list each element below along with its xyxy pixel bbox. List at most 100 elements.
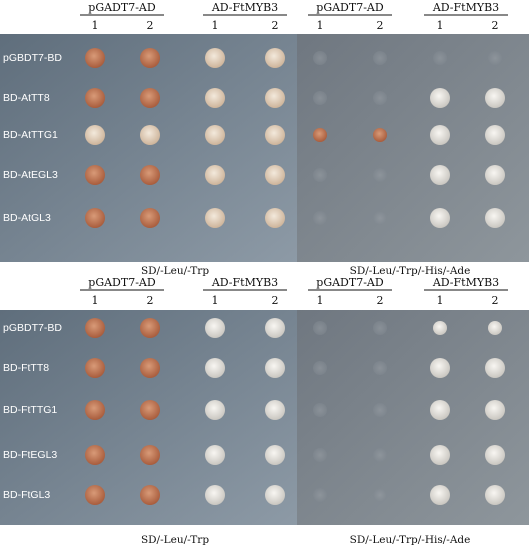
replicate-label: 1 (317, 294, 324, 307)
colony (205, 445, 225, 465)
column-header: AD-FtMYB3 (211, 1, 278, 14)
colony (373, 361, 387, 375)
colony (313, 211, 327, 225)
column-header: AD-FtMYB3 (211, 276, 278, 289)
row-label: BD-AtEGL3 (3, 169, 58, 181)
colony (265, 358, 285, 378)
colony (433, 51, 447, 65)
colony (373, 168, 387, 182)
colony (430, 125, 450, 145)
colony (140, 88, 160, 108)
colony (373, 403, 387, 417)
colony (265, 445, 285, 465)
colony (373, 211, 387, 225)
colony (485, 445, 505, 465)
row-label: BD-AtGL3 (3, 212, 51, 224)
replicate-label: 1 (437, 294, 444, 307)
colony (205, 358, 225, 378)
replicate-label: 1 (212, 19, 219, 32)
colony (85, 445, 105, 465)
colony (140, 445, 160, 465)
colony (140, 485, 160, 505)
colony (85, 318, 105, 338)
colony (265, 88, 285, 108)
replicate-label: 2 (492, 294, 499, 307)
colony (265, 48, 285, 68)
colony (485, 125, 505, 145)
colony (485, 400, 505, 420)
replicate-label: 2 (377, 294, 384, 307)
column-header: pGADT7-AD (88, 276, 156, 289)
colony (205, 485, 225, 505)
colony (140, 358, 160, 378)
colony (313, 488, 327, 502)
replicate-label: 1 (92, 19, 99, 32)
colony (265, 318, 285, 338)
colony (430, 208, 450, 228)
colony (265, 165, 285, 185)
colony (85, 48, 105, 68)
colony (313, 361, 327, 375)
replicate-label: 1 (212, 294, 219, 307)
colony (313, 448, 327, 462)
media-label: SD/-Leu/-Trp (141, 265, 209, 277)
colony (205, 165, 225, 185)
colony (313, 128, 327, 142)
replicate-label: 2 (272, 19, 279, 32)
colony (205, 400, 225, 420)
column-header: AD-FtMYB3 (432, 276, 499, 289)
colony (485, 165, 505, 185)
colony (430, 485, 450, 505)
colony (430, 400, 450, 420)
colony (265, 208, 285, 228)
colony (205, 125, 225, 145)
colony (373, 448, 387, 462)
colony (265, 400, 285, 420)
row-label: BD-FtTTG1 (3, 404, 57, 416)
colony (430, 165, 450, 185)
replicate-label: 1 (92, 294, 99, 307)
replicate-label: 2 (492, 19, 499, 32)
column-header: pGADT7-AD (88, 1, 156, 14)
colony (373, 128, 387, 142)
colony (85, 125, 105, 145)
row-label: BD-FtGL3 (3, 489, 50, 501)
colony (488, 51, 502, 65)
colony (430, 358, 450, 378)
colony (85, 208, 105, 228)
colony (205, 48, 225, 68)
colony (313, 91, 327, 105)
colony (485, 208, 505, 228)
media-label: SD/-Leu/-Trp/-His/-Ade (350, 534, 471, 546)
colony (265, 125, 285, 145)
row-label: pGBDT7-BD (3, 52, 62, 64)
replicate-label: 1 (317, 19, 324, 32)
colony (313, 168, 327, 182)
colony (373, 91, 387, 105)
column-header: pGADT7-AD (316, 1, 384, 14)
column-header: pGADT7-AD (316, 276, 384, 289)
colony (140, 318, 160, 338)
replicate-label: 2 (377, 19, 384, 32)
colony (205, 318, 225, 338)
colony (205, 208, 225, 228)
colony (485, 358, 505, 378)
colony (485, 88, 505, 108)
colony (140, 400, 160, 420)
colony (140, 48, 160, 68)
colony (140, 125, 160, 145)
row-label: BD-AtTTG1 (3, 129, 58, 141)
row-label: pGBDT7-BD (3, 322, 62, 334)
colony (265, 485, 285, 505)
colony (313, 321, 327, 335)
colony (373, 488, 387, 502)
replicate-label: 2 (147, 294, 154, 307)
colony (85, 165, 105, 185)
row-label: BD-FtEGL3 (3, 449, 57, 461)
colony (430, 88, 450, 108)
row-label: BD-FtTT8 (3, 362, 49, 374)
colony (205, 88, 225, 108)
colony (488, 321, 502, 335)
media-label: SD/-Leu/-Trp (141, 534, 209, 546)
